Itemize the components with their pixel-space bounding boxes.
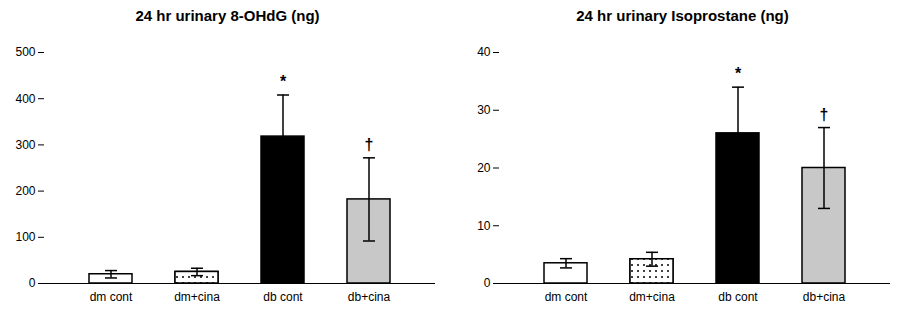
svg-text:30: 30	[477, 103, 491, 117]
svg-text:20: 20	[477, 161, 491, 175]
svg-text:300: 300	[15, 138, 35, 152]
svg-text:db+cina: db+cina	[803, 290, 846, 304]
svg-text:db cont: db cont	[718, 290, 758, 304]
html-text:24 hr urinary 8-OHdG (ng): 24 hr urinary 8-OHdG (ng)	[135, 7, 320, 24]
svg-text:0: 0	[29, 276, 36, 290]
svg-text:400: 400	[15, 92, 35, 106]
svg-text:0: 0	[484, 276, 491, 290]
html-text:24 hr urinary Isoprostane (ng): 24 hr urinary Isoprostane (ng)	[576, 7, 789, 24]
svg-text:100: 100	[15, 230, 35, 244]
svg-text:*: *	[735, 65, 742, 82]
svg-text:dm cont: dm cont	[545, 290, 588, 304]
svg-text:db cont: db cont	[263, 290, 303, 304]
svg-text:db+cina: db+cina	[348, 290, 391, 304]
svg-text:10: 10	[477, 219, 491, 233]
svg-text:dm+cina: dm+cina	[174, 290, 220, 304]
svg-text:dm cont: dm cont	[90, 290, 133, 304]
svg-text:†: †	[365, 136, 374, 153]
svg-text:*: *	[280, 73, 287, 90]
svg-text:500: 500	[15, 45, 35, 59]
svg-text:200: 200	[15, 184, 35, 198]
svg-text:dm+cina: dm+cina	[629, 290, 675, 304]
svg-text:40: 40	[477, 45, 491, 59]
svg-text:†: †	[820, 106, 829, 123]
